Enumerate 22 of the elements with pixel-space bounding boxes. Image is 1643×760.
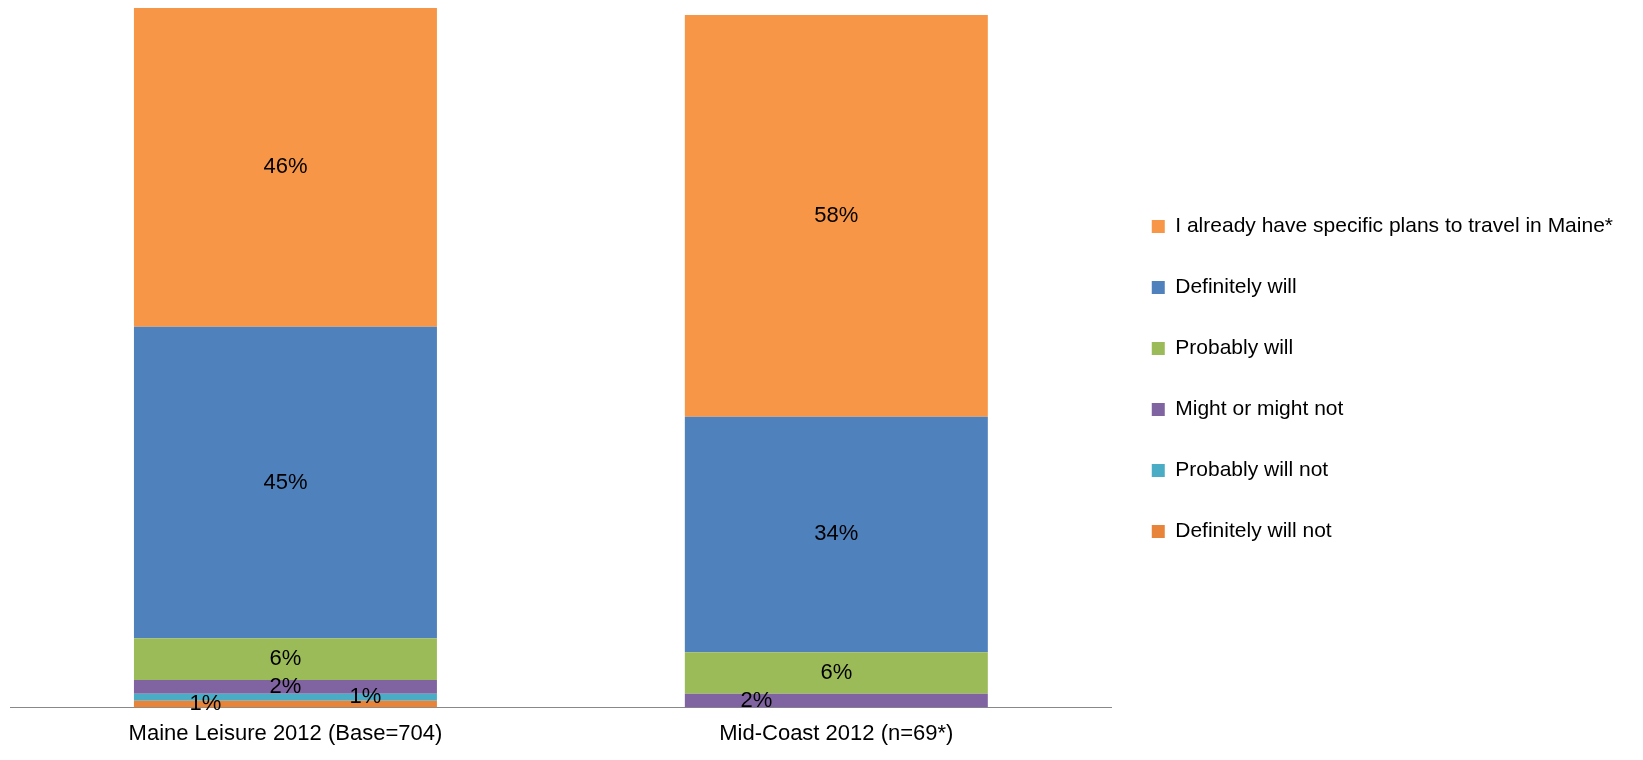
data-label: 2%: [269, 672, 302, 698]
legend-label: Definitely will: [1175, 274, 1297, 298]
data-label: 2%: [740, 686, 773, 712]
data-label: 58%: [814, 201, 859, 227]
data-label: 34%: [814, 520, 859, 546]
bar: [133, 8, 437, 327]
bar: [684, 14, 988, 417]
legend-label: Probably will: [1175, 335, 1294, 359]
legend-label: Definitely will not: [1175, 518, 1332, 542]
legend-label: Might or might not: [1175, 396, 1344, 420]
legend-label: I already have specific plans to travel in Maine*: [1175, 213, 1614, 237]
bar: [133, 326, 437, 639]
data-label: 46%: [263, 153, 308, 179]
legend-label: Probably will not: [1175, 457, 1329, 481]
bar: [684, 416, 988, 653]
bar: [133, 638, 437, 680]
data-label: 6%: [269, 645, 302, 671]
bar: [684, 652, 988, 694]
data-label: 6%: [820, 659, 853, 685]
x-tick-label: Mid-Coast 2012 (n=69*): [719, 719, 954, 745]
x-tick-label: Maine Leisure 2012 (Base=704): [128, 719, 443, 745]
data-label: 45%: [263, 468, 308, 494]
